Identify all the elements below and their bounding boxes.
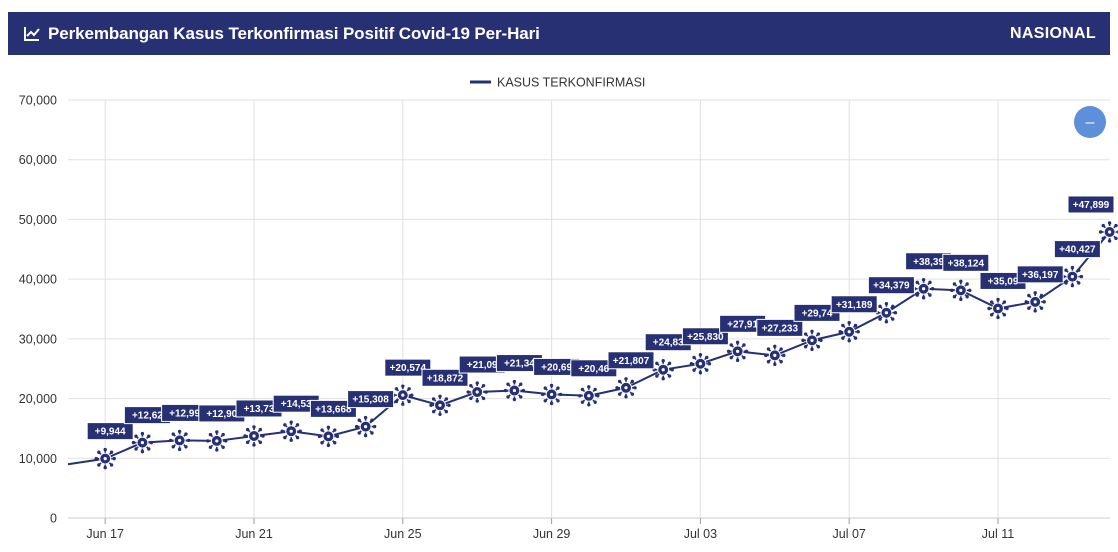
data-label: +20,46 [578, 364, 609, 375]
data-label: +35,09 [988, 276, 1019, 287]
virus-marker[interactable] [875, 302, 898, 324]
data-label-box [347, 390, 395, 409]
virus-marker[interactable] [578, 385, 600, 407]
y-tick-label: 10,000 [19, 452, 57, 466]
y-tick-label: 70,000 [19, 94, 57, 108]
virus-marker[interactable] [912, 278, 935, 300]
data-label: +21,34 [504, 359, 535, 370]
data-label-box [756, 318, 804, 337]
data-label: +24,83 [653, 338, 684, 349]
header-title-group: Perkembangan Kasus Terkonfirmasi Positif… [22, 12, 540, 55]
virus-marker[interactable] [615, 377, 637, 399]
data-label: +31,189 [836, 300, 873, 311]
virus-marker[interactable] [466, 381, 488, 403]
data-label: +29,74 [802, 308, 833, 319]
line-chart: 0 10,000 20,000 30,000 40,000 50,000 60,000 70,… [19, 76, 1118, 541]
data-label-box [1067, 195, 1115, 214]
data-label-box [681, 327, 729, 346]
data-label-box [830, 295, 878, 314]
virus-marker[interactable] [689, 353, 712, 375]
virus-marker[interactable] [1024, 291, 1046, 313]
virus-marker[interactable] [280, 420, 302, 442]
data-label-box [421, 368, 469, 387]
data-label-box [942, 253, 990, 272]
data-label: +12,99 [169, 408, 200, 419]
virus-marker[interactable] [317, 425, 340, 448]
virus-marker[interactable] [950, 279, 972, 302]
virus-marker[interactable] [503, 379, 526, 402]
data-label: +47,899 [1073, 200, 1110, 211]
virus-marker[interactable] [764, 344, 786, 367]
x-tick-label: Jun 25 [384, 527, 422, 541]
data-label-box [867, 276, 915, 295]
data-label: +38,39 [913, 257, 944, 268]
data-label: +18,872 [427, 373, 464, 384]
virus-marker[interactable] [392, 384, 414, 406]
data-label: +20,574 [390, 363, 427, 374]
data-label-box [607, 351, 655, 370]
line-chart-icon [22, 24, 42, 44]
virus-marker[interactable] [1098, 221, 1118, 243]
virus-marker[interactable] [206, 430, 228, 452]
virus-marker[interactable] [1061, 265, 1084, 288]
data-label: +27,91 [727, 319, 758, 330]
data-label-box [1053, 240, 1101, 259]
data-label: +13,668 [315, 404, 352, 415]
data-label-box [1016, 265, 1064, 284]
data-label: +21,807 [613, 356, 650, 367]
chart-header: Perkembangan Kasus Terkonfirmasi Positif… [8, 12, 1110, 55]
minus-icon[interactable]: – [1086, 114, 1095, 131]
data-label: +12,62 [132, 411, 163, 422]
data-label-box [384, 358, 432, 377]
data-label-box [86, 422, 134, 441]
data-label: +38,124 [948, 258, 985, 269]
virus-marker[interactable] [131, 431, 154, 454]
virus-marker[interactable] [801, 329, 823, 352]
y-tick-label: 0 [50, 512, 57, 526]
x-tick-label: Jul 07 [833, 527, 866, 541]
virus-marker[interactable] [429, 394, 451, 417]
virus-marker[interactable] [168, 429, 191, 452]
data-label: +12,90 [206, 409, 237, 420]
y-tick-label: 20,000 [19, 392, 57, 406]
data-label: +34,379 [873, 281, 910, 292]
x-tick-label: Jun 17 [86, 527, 124, 541]
data-label: +15,308 [352, 395, 389, 406]
data-label: +20,69 [541, 362, 572, 373]
scope-label[interactable]: NASIONAL [1010, 24, 1096, 42]
x-tick-label: Jul 11 [982, 527, 1014, 541]
data-label: +21,09 [467, 360, 498, 371]
chart-title: Perkembangan Kasus Terkonfirmasi Positif… [48, 23, 540, 43]
virus-marker[interactable] [354, 415, 377, 438]
legend-label[interactable]: KASUS TERKONFIRMASI [497, 76, 645, 90]
data-label: +40,427 [1059, 245, 1096, 256]
virus-marker[interactable] [540, 383, 563, 406]
x-tick-label: Jun 29 [533, 527, 571, 541]
y-tick-label: 30,000 [19, 332, 57, 346]
y-tick-label: 50,000 [19, 213, 57, 227]
virus-marker[interactable] [987, 297, 1009, 320]
y-tick-label: 60,000 [19, 153, 57, 167]
reset-zoom-button[interactable] [1074, 106, 1106, 138]
virus-marker[interactable] [838, 321, 860, 343]
x-tick-label: Jul 03 [684, 527, 717, 541]
virus-marker[interactable] [94, 447, 116, 470]
data-label: +27,233 [762, 323, 799, 334]
y-tick-label: 40,000 [19, 273, 57, 287]
data-label: +36,197 [1022, 270, 1059, 281]
data-label: +14,53 [281, 399, 312, 410]
data-label: +25,830 [687, 332, 724, 343]
virus-marker[interactable] [652, 358, 674, 381]
x-tick-label: Jun 21 [235, 527, 273, 541]
virus-marker[interactable] [243, 425, 265, 447]
data-label: +9,944 [95, 427, 126, 438]
data-label-box [309, 399, 357, 418]
data-label: +13,73 [244, 404, 275, 415]
virus-marker[interactable] [726, 340, 749, 363]
